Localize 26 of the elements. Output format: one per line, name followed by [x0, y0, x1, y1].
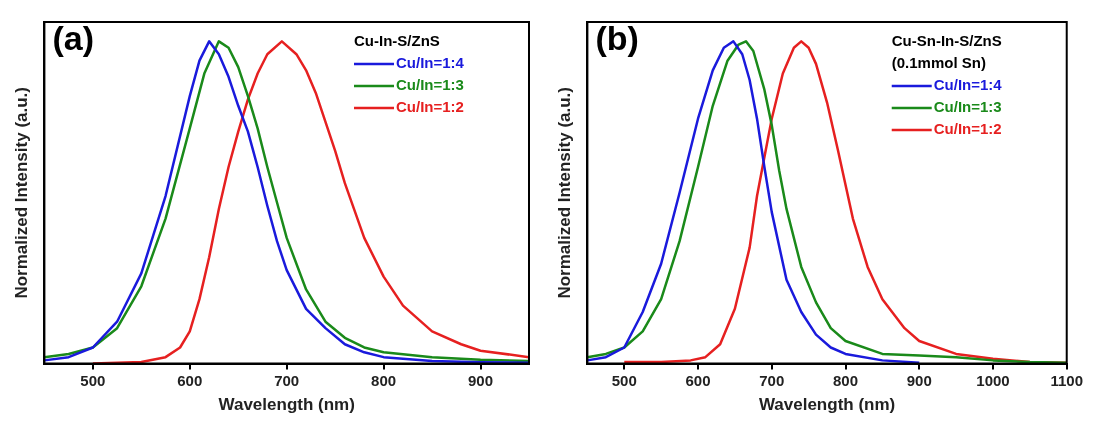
annotation: (a): [52, 19, 94, 58]
x-tick-label: 500: [80, 371, 106, 389]
x-tick-label: 700: [759, 371, 785, 389]
legend-label: Cu/In=1:4: [396, 54, 465, 72]
legend-title: Cu-In-S/ZnS: [354, 32, 440, 50]
x-axis-title: Wavelength (nm): [758, 395, 896, 415]
x-tick-label: 500: [611, 371, 637, 389]
legend-label: Cu/In=1:2: [933, 120, 1002, 138]
x-tick-label: 600: [685, 371, 711, 389]
x-tick-label: 700: [274, 371, 300, 389]
x-tick-label: 800: [371, 371, 397, 389]
x-tick-label: 600: [177, 371, 203, 389]
legend-label: Cu/In=1:3: [933, 98, 1002, 116]
annotation: (b): [595, 19, 639, 58]
y-axis-title: Normalized Intensity (a.u.): [11, 87, 31, 299]
legend-label: Cu/In=1:3: [396, 76, 464, 94]
y-axis-title: Normalized Intensity (a.u.): [554, 87, 574, 299]
x-tick-label: 900: [468, 371, 494, 389]
legend-label: Cu/In=1:2: [396, 98, 464, 116]
x-tick-label: 1100: [1050, 371, 1083, 389]
x-axis-title: Wavelength (nm): [218, 395, 355, 415]
legend-title: Cu-Sn-In-S/ZnS (0.1mmol Sn): [891, 32, 1002, 72]
x-tick-label: 900: [906, 371, 932, 389]
x-tick-label: 1000: [976, 371, 1010, 389]
legend-label: Cu/In=1:4: [933, 76, 1003, 94]
x-tick-label: 800: [832, 371, 859, 389]
